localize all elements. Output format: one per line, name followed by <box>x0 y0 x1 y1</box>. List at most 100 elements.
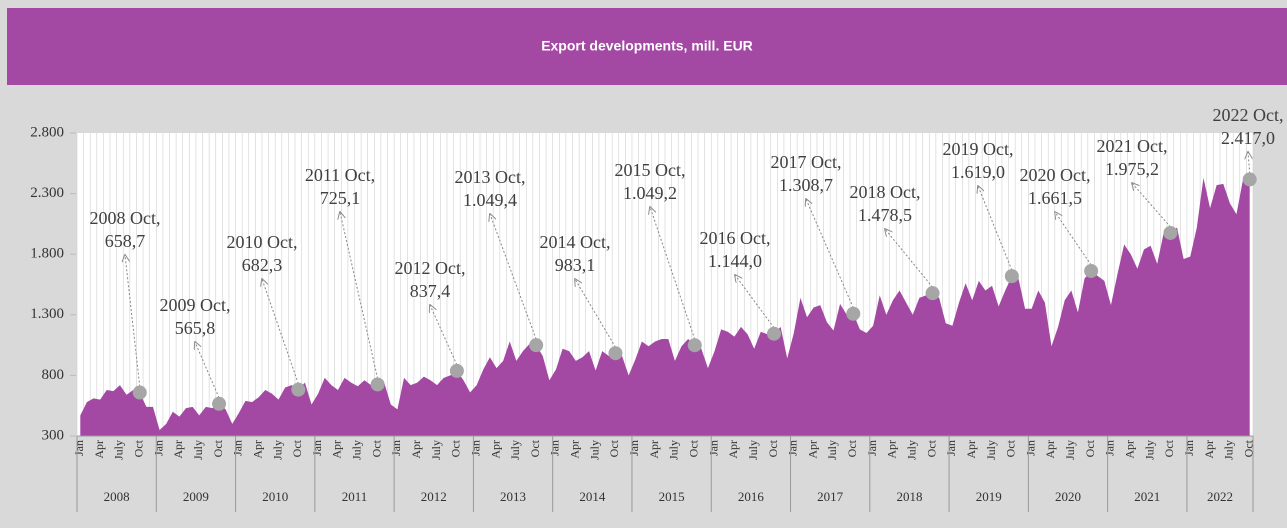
x-tick-label: July <box>905 440 919 460</box>
x-tick-label: July <box>746 440 760 460</box>
data-point <box>1084 263 1099 278</box>
x-tick-group: July <box>350 440 364 460</box>
y-tick-label: 2.300 <box>30 185 64 201</box>
x-tick-group: Apr <box>250 440 264 459</box>
annotation-leader <box>978 186 1013 271</box>
year-label: 2016 <box>738 489 765 504</box>
x-tick-label: Oct <box>607 439 621 457</box>
x-tick-label: Jan <box>706 440 720 456</box>
x-tick-group: Jan <box>310 440 324 456</box>
annotation-text: 2008 Oct, <box>90 208 161 228</box>
annotation-leader <box>575 279 616 348</box>
x-tick-label: Jan <box>72 440 86 456</box>
x-tick-group: Jan <box>786 440 800 456</box>
data-label: 1.975,2 <box>1105 159 1159 179</box>
data-label: 565,8 <box>175 318 216 338</box>
year-label: 2013 <box>500 489 526 504</box>
y-tick-label: 2.800 <box>30 124 64 140</box>
x-tick-label: Jan <box>865 440 879 456</box>
x-tick-group: Apr <box>1043 440 1057 459</box>
x-tick-group: Apr <box>568 440 582 459</box>
x-tick-label: July <box>1142 440 1156 460</box>
data-point <box>846 306 861 321</box>
annotation-leader <box>1132 183 1171 228</box>
x-tick-label: Oct <box>1162 439 1176 457</box>
data-point <box>687 338 702 353</box>
x-tick-label: Oct <box>211 439 225 457</box>
data-label: 1.308,7 <box>779 175 833 195</box>
x-tick-label: July <box>1063 440 1077 460</box>
x-tick-group: July <box>984 440 998 460</box>
x-tick-label: Oct <box>290 439 304 457</box>
annotation-text: 2012 Oct, <box>395 258 466 278</box>
x-tick-group: Oct <box>607 439 621 457</box>
x-tick-label: July <box>429 440 443 460</box>
x-tick-group: Oct <box>132 439 146 457</box>
annotation-text: 2010 Oct, <box>227 232 298 252</box>
y-tick-label: 300 <box>42 427 65 443</box>
x-tick-group: Jan <box>865 440 879 456</box>
x-tick-label: Apr <box>409 440 423 459</box>
chart-title: Export developments, mill. EUR <box>541 38 753 54</box>
year-label: 2017 <box>817 489 844 504</box>
x-tick-group: Apr <box>409 440 423 459</box>
year-label: 2010 <box>262 489 288 504</box>
x-tick-group: Oct <box>766 439 780 457</box>
x-tick-label: July <box>191 440 205 460</box>
x-tick-group: Apr <box>488 440 502 459</box>
x-tick-group: July <box>508 440 522 460</box>
x-tick-label: Oct <box>924 439 938 457</box>
data-point <box>1242 172 1257 187</box>
year-label: 2009 <box>183 489 209 504</box>
x-tick-group: Oct <box>528 439 542 457</box>
year-label: 2015 <box>659 489 685 504</box>
x-tick-label: Oct <box>449 439 463 457</box>
annotation-leader <box>650 207 696 340</box>
x-tick-group: Oct <box>369 439 383 457</box>
x-tick-label: July <box>587 440 601 460</box>
annotation-text: 2021 Oct, <box>1097 136 1168 156</box>
x-tick-label: July <box>270 440 284 460</box>
x-tick-label: July <box>1222 440 1236 460</box>
data-label: 1.049,4 <box>463 190 517 210</box>
x-tick-group: Apr <box>330 440 344 459</box>
x-tick-group: Oct <box>845 439 859 457</box>
x-tick-group: July <box>429 440 443 460</box>
x-tick-label: Jan <box>944 440 958 456</box>
data-point <box>1163 225 1178 240</box>
x-tick-label: Apr <box>1123 440 1137 459</box>
x-tick-label: Apr <box>250 440 264 459</box>
x-tick-group: July <box>905 440 919 460</box>
x-tick-label: Jan <box>1182 440 1196 456</box>
x-tick-label: Apr <box>647 440 661 459</box>
x-tick-group: Oct <box>924 439 938 457</box>
x-tick-group: Jan <box>706 440 720 456</box>
data-label: 658,7 <box>105 231 146 251</box>
x-tick-group: July <box>1142 440 1156 460</box>
x-tick-group: July <box>667 440 681 460</box>
x-tick-group: Jan <box>944 440 958 456</box>
x-tick-label: Jan <box>627 440 641 456</box>
x-tick-label: Oct <box>766 439 780 457</box>
x-tick-group: July <box>191 440 205 460</box>
x-tick-label: Jan <box>1103 440 1117 456</box>
x-tick-label: Jan <box>786 440 800 456</box>
data-point <box>529 338 544 353</box>
year-label: 2011 <box>342 489 368 504</box>
x-tick-label: Apr <box>964 440 978 459</box>
annotation-text: 2022 Oct, <box>1213 105 1284 125</box>
x-tick-group: Apr <box>805 440 819 459</box>
x-tick-group: Oct <box>1162 439 1176 457</box>
x-tick-label: Apr <box>726 440 740 459</box>
annotation-leader <box>885 229 933 288</box>
annotation-text: 2015 Oct, <box>615 160 686 180</box>
x-tick-group: July <box>112 440 126 460</box>
year-label: 2008 <box>104 489 130 504</box>
data-label: 1.661,5 <box>1028 188 1082 208</box>
x-tick-label: Oct <box>528 439 542 457</box>
x-tick-group: Oct <box>290 439 304 457</box>
x-tick-group: Oct <box>1241 439 1255 457</box>
data-point <box>1004 269 1019 284</box>
data-point <box>767 326 782 341</box>
